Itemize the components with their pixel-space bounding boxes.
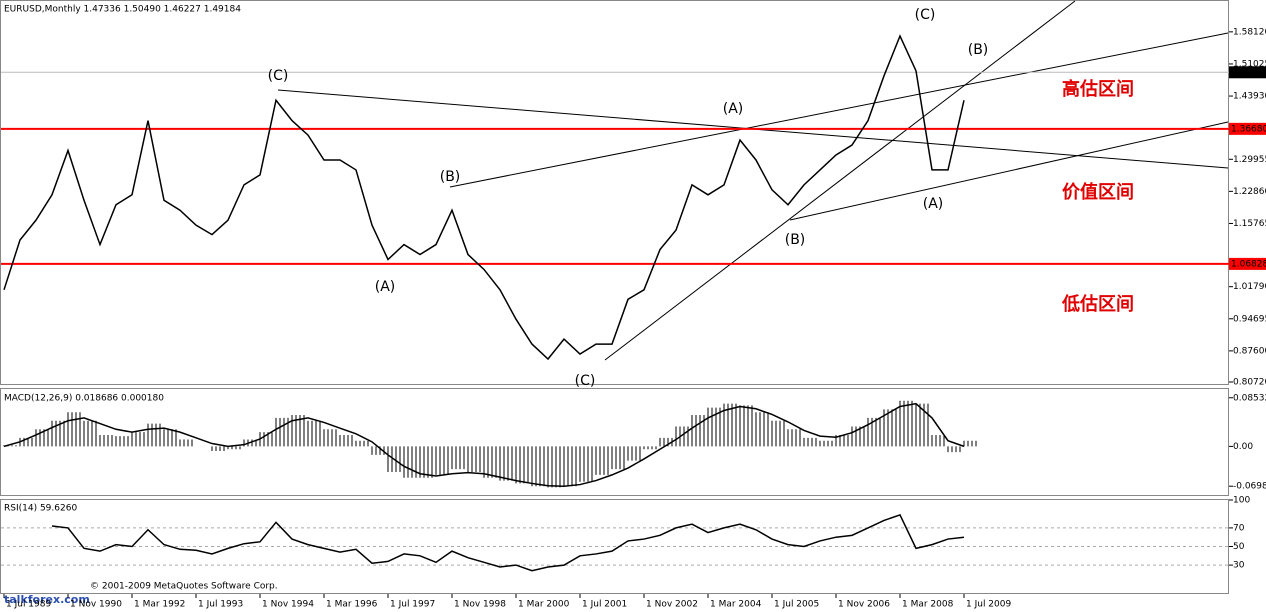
x-tick-label: 1 Nov 2002 [646, 600, 698, 610]
wave-label: (B) [785, 232, 806, 248]
x-tick-label: 1 Jul 1993 [198, 600, 243, 610]
x-tick-label: 1 Mar 1996 [326, 600, 378, 610]
current-price-label: 1.49184 [1231, 68, 1266, 78]
wave-label: (A) [723, 101, 744, 117]
x-tick-label: 1 Mar 2008 [902, 600, 954, 610]
y-tick-label: 0.80720 [1233, 378, 1266, 388]
level-label: 1.06828 [1231, 259, 1266, 269]
y-tick-label: 1.43930 [1233, 92, 1266, 102]
zone-label: 价值区间 [1062, 181, 1134, 203]
y-tick-label: 1.29955 [1233, 155, 1266, 165]
current-price-box [1229, 66, 1266, 79]
y-tick-label: 0.00 [1233, 442, 1253, 452]
zone-label: 高估区间 [1062, 78, 1134, 100]
x-tick-label: 1 Mar 2004 [710, 600, 762, 610]
y-tick-label: 30 [1233, 561, 1245, 571]
rsi-title: RSI(14) 59.6260 [4, 504, 77, 514]
price-panel [0, 0, 1229, 385]
price-line [3, 34, 965, 361]
y-tick-label: 1.58120 [1233, 27, 1266, 37]
trendline [604, 0, 1076, 361]
signal-line [3, 402, 965, 488]
wave-label: (C) [575, 373, 596, 389]
wave-label: (B) [968, 42, 989, 58]
trendline [789, 121, 1229, 221]
y-tick-label: 1.15765 [1233, 219, 1266, 229]
x-tick-label: 1 Jul 1989 [6, 600, 51, 610]
x-tick-label: 1 Nov 2006 [838, 600, 890, 610]
footer: © 2001-2009 MetaQuotes Software Corp. [90, 582, 278, 592]
x-tick-label: 1 Nov 1998 [454, 600, 506, 610]
x-tick-label: 1 Jul 2005 [774, 600, 819, 610]
trendline [449, 32, 1229, 188]
y-tick-label: 0.085320 [1233, 393, 1266, 403]
level-label: 1.36680 [1231, 124, 1266, 134]
rsi-line [51, 513, 965, 572]
y-tick-label: 1.51025 [1233, 59, 1266, 69]
y-tick-label: 1.22860 [1233, 187, 1266, 197]
x-tick-label: 1 Mar 1992 [134, 600, 185, 610]
rsi-panel [0, 499, 1229, 594]
wave-label: (B) [440, 169, 461, 185]
x-tick-label: 1 Jul 2001 [582, 600, 627, 610]
x-tick-label: 1 Jul 2009 [966, 600, 1011, 610]
y-tick-label: -0.06985 [1233, 482, 1266, 492]
level-label-box [1229, 257, 1266, 270]
level-label-box [1229, 122, 1266, 135]
wave-label: (C) [915, 7, 936, 23]
x-tick-label: 1 Jul 1997 [390, 600, 435, 610]
zone-label: 低估区间 [1061, 293, 1134, 315]
x-tick-label: 1 Mar 2000 [518, 600, 570, 610]
macd-panel [0, 388, 1229, 496]
y-tick-label: 100 [1233, 496, 1250, 506]
y-tick-label: 70 [1233, 523, 1245, 533]
wave-label: (C) [268, 68, 289, 84]
x-tick-label: 1 Nov 1990 [70, 600, 122, 610]
trendlines [277, 0, 1229, 361]
price-title: EURUSD,Monthly 1.47336 1.50490 1.46227 1… [4, 5, 241, 15]
y-tick-label: 50 [1233, 542, 1245, 552]
x-tick-label: 1 Nov 1994 [262, 600, 314, 610]
macd-title: MACD(12,26,9) 0.018686 0.000180 [4, 394, 164, 404]
wave-label: (A) [923, 196, 944, 212]
y-tick-label: 0.94695 [1233, 314, 1266, 324]
wave-label: (A) [375, 279, 396, 295]
